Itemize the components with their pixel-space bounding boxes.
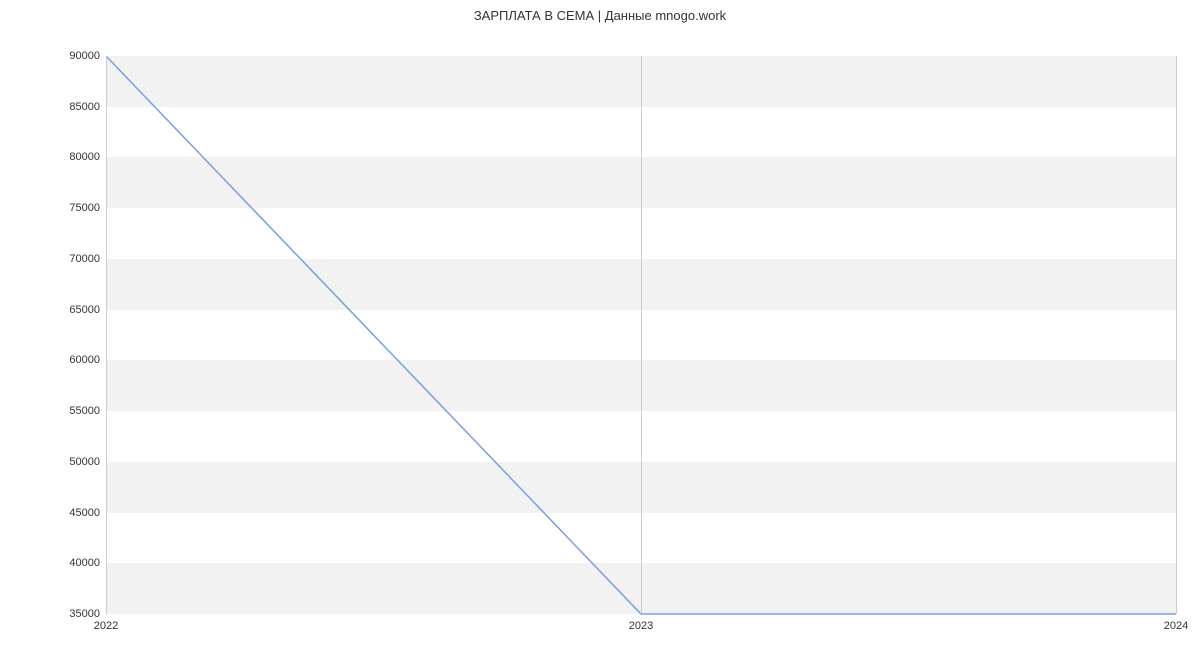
x-gridline (106, 56, 107, 614)
y-tick-label: 45000 (69, 507, 100, 519)
y-tick-label: 85000 (69, 101, 100, 113)
x-gridline (1176, 56, 1177, 614)
plot-area: 3500040000450005000055000600006500070000… (106, 56, 1176, 614)
x-tick-label: 2022 (94, 620, 118, 632)
x-tick-label: 2024 (1164, 620, 1188, 632)
y-tick-label: 35000 (69, 608, 100, 620)
x-tick-label: 2023 (629, 620, 653, 632)
y-tick-label: 70000 (69, 253, 100, 265)
y-tick-label: 90000 (69, 50, 100, 62)
y-tick-label: 75000 (69, 202, 100, 214)
y-tick-label: 40000 (69, 557, 100, 569)
chart-container: 35000 40000 45000 50000 55000 60000 65000 70000… (0, 28, 1200, 650)
x-gridline (641, 56, 642, 614)
y-tick-label: 55000 (69, 405, 100, 417)
y-tick-label: 65000 (69, 304, 100, 316)
y-tick-label: 80000 (69, 151, 100, 163)
y-tick-label: 50000 (69, 456, 100, 468)
y-tick-label: 60000 (69, 354, 100, 366)
chart-title: ЗАРПЛАТА В СЕМА | Данные mnogo.work (0, 0, 1200, 28)
